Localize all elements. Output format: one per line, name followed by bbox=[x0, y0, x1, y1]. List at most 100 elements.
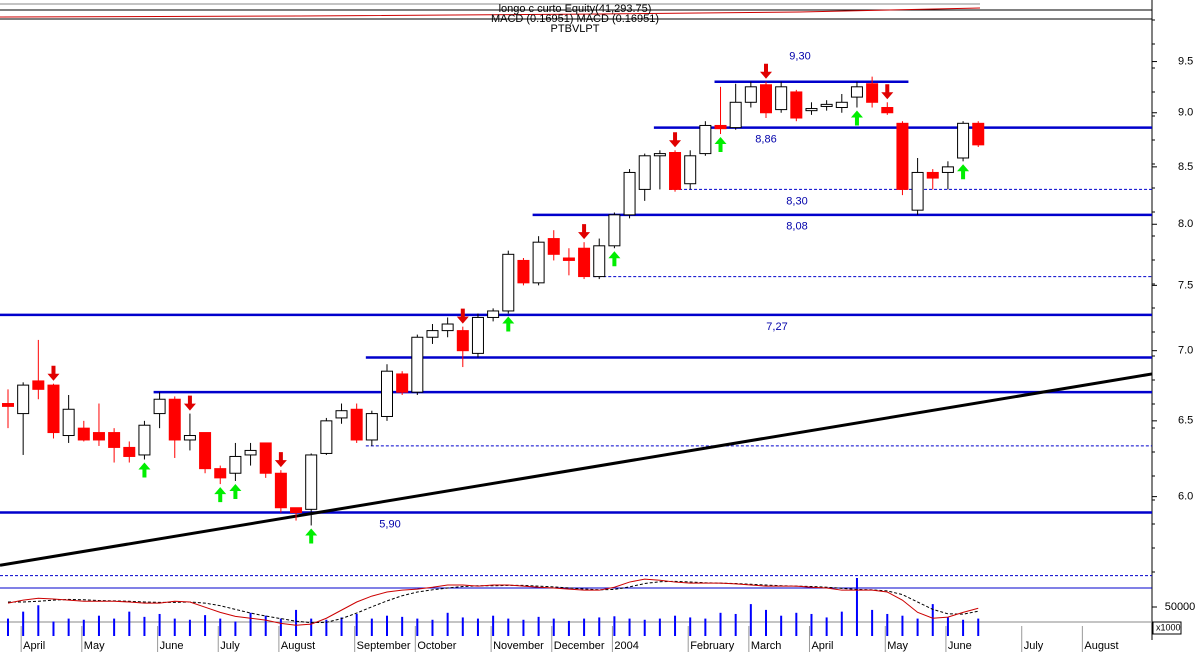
candle-body bbox=[350, 408, 363, 441]
candle-body bbox=[790, 91, 803, 119]
macd-line bbox=[7, 578, 979, 626]
candle-body bbox=[108, 432, 121, 448]
volume-unit: x1000 bbox=[1156, 622, 1181, 632]
candle-body bbox=[911, 171, 924, 211]
candle-body bbox=[62, 408, 75, 437]
level-label: 5,90 bbox=[379, 518, 400, 530]
volume-tick-label: 50000 bbox=[1165, 601, 1196, 613]
candle-body bbox=[926, 171, 939, 179]
candle-body bbox=[47, 384, 60, 434]
candle-body bbox=[138, 424, 151, 456]
candle-body bbox=[411, 336, 424, 393]
y-tick-label: 6.0 bbox=[1178, 491, 1193, 503]
candle-body bbox=[532, 241, 545, 284]
candle-body bbox=[320, 420, 333, 454]
candle-body bbox=[562, 257, 575, 261]
candle-body bbox=[32, 380, 45, 390]
candle-body bbox=[517, 259, 530, 284]
x-tick-label: July bbox=[1024, 640, 1044, 652]
candle-body bbox=[669, 151, 682, 190]
candle-body bbox=[866, 83, 879, 103]
candle-body bbox=[17, 384, 30, 415]
candle-body bbox=[335, 410, 348, 419]
candle-body bbox=[199, 432, 212, 470]
x-tick-label: 2004 bbox=[614, 640, 638, 652]
candle-body bbox=[183, 435, 196, 441]
buy-arrow bbox=[502, 316, 515, 332]
candle-body bbox=[972, 122, 985, 146]
sell-arrow bbox=[274, 452, 287, 468]
candle-body bbox=[77, 427, 90, 441]
candle-body bbox=[471, 316, 484, 354]
candle-body bbox=[365, 413, 378, 441]
buy-arrow bbox=[138, 462, 151, 478]
y-tick-label: 7.0 bbox=[1178, 345, 1193, 357]
level-label: 9,30 bbox=[789, 51, 810, 63]
candle-body bbox=[744, 86, 757, 103]
y-tick-label: 8.5 bbox=[1178, 161, 1193, 173]
candle-body bbox=[487, 310, 500, 318]
strip-curve bbox=[0, 7, 981, 18]
x-tick-label: May bbox=[84, 640, 105, 652]
x-tick-label: June bbox=[160, 640, 184, 652]
candle-body bbox=[850, 86, 863, 98]
candle-body bbox=[456, 330, 469, 352]
buy-arrow bbox=[229, 483, 242, 499]
sell-arrow bbox=[881, 84, 894, 100]
candle-body bbox=[653, 153, 666, 157]
sell-arrow bbox=[183, 395, 196, 411]
candle-body bbox=[214, 468, 227, 479]
candle-body bbox=[274, 472, 287, 509]
candle-body bbox=[396, 373, 409, 393]
level-label: 8,30 bbox=[786, 195, 807, 207]
x-tick-label: October bbox=[417, 640, 456, 652]
y-tick-label: 9.5 bbox=[1178, 55, 1193, 67]
candle-body bbox=[835, 101, 848, 109]
navigator-strip bbox=[0, 3, 1152, 20]
sell-arrow bbox=[47, 365, 60, 381]
candle-body bbox=[775, 86, 788, 111]
buy-arrow bbox=[850, 110, 863, 126]
sell-arrow bbox=[456, 308, 469, 324]
level-label: 8,86 bbox=[755, 133, 776, 145]
candle-body bbox=[92, 432, 105, 441]
candle-body bbox=[896, 122, 909, 190]
y-tick-label: 7.5 bbox=[1178, 279, 1193, 291]
candle-body bbox=[623, 171, 636, 216]
candle-body bbox=[547, 238, 560, 255]
sell-arrow bbox=[578, 224, 591, 240]
candle-body bbox=[259, 442, 272, 474]
candle-body bbox=[881, 107, 894, 114]
header-line: longo c curto Equity(41,293.75) bbox=[499, 3, 652, 15]
trend-line bbox=[0, 372, 1153, 567]
candle-body bbox=[153, 398, 166, 415]
buy-arrow bbox=[305, 528, 318, 544]
header-line: MACD (0.16951) MACD (0.16951) bbox=[491, 13, 659, 25]
level-label: 7,27 bbox=[766, 321, 787, 333]
candle-body bbox=[593, 245, 606, 278]
candle-body bbox=[638, 155, 651, 190]
x-tick-label: April bbox=[811, 640, 833, 652]
candle-body bbox=[578, 247, 591, 278]
y-tick-label: 9.0 bbox=[1178, 107, 1193, 119]
candle-body bbox=[2, 403, 14, 407]
candle-body bbox=[684, 155, 697, 185]
x-tick-label: April bbox=[23, 640, 45, 652]
candle-body bbox=[729, 101, 742, 129]
y-tick-label: 6.5 bbox=[1178, 415, 1193, 427]
unit-box bbox=[1152, 621, 1182, 635]
candle-body bbox=[381, 370, 393, 417]
x-tick-label: August bbox=[281, 640, 315, 652]
candle-body bbox=[290, 507, 303, 514]
level-label: 8,08 bbox=[786, 221, 807, 233]
y-tick-label: 8.0 bbox=[1178, 218, 1193, 230]
candle-body bbox=[820, 103, 833, 107]
candle-body bbox=[502, 253, 515, 312]
x-tick-label: March bbox=[751, 640, 782, 652]
candle-body bbox=[805, 108, 818, 112]
buy-arrow bbox=[608, 251, 621, 267]
header-line: PTBVLPT bbox=[551, 23, 600, 35]
sell-arrow bbox=[669, 132, 682, 148]
candle-body bbox=[123, 446, 136, 457]
buy-arrow bbox=[214, 487, 227, 503]
